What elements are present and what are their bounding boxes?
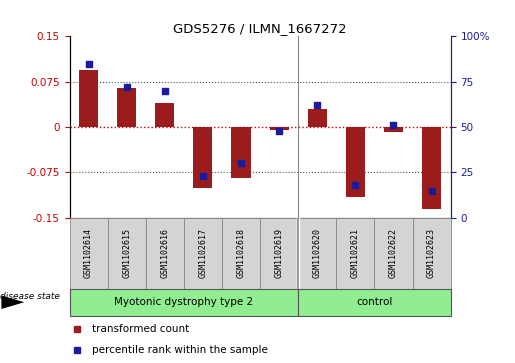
Bar [156, 103, 175, 127]
Bar [70, 289, 298, 316]
Bar [222, 218, 260, 289]
Bar [232, 127, 251, 179]
Bar [384, 127, 403, 132]
Bar [270, 127, 289, 130]
Text: control: control [356, 297, 392, 307]
Text: disease state: disease state [0, 292, 60, 301]
Bar [336, 218, 374, 289]
Text: GSM1102622: GSM1102622 [389, 228, 398, 278]
Text: GSM1102618: GSM1102618 [236, 228, 246, 278]
Bar [70, 218, 108, 289]
Point [351, 182, 359, 188]
Point [161, 88, 169, 94]
Text: GSM1102620: GSM1102620 [313, 228, 322, 278]
Bar [260, 218, 298, 289]
Point [237, 160, 245, 166]
Bar [194, 127, 213, 188]
Text: GSM1102621: GSM1102621 [351, 228, 360, 278]
Title: GDS5276 / ILMN_1667272: GDS5276 / ILMN_1667272 [173, 22, 347, 35]
Point [275, 128, 283, 134]
Bar [413, 218, 451, 289]
Point [123, 84, 131, 90]
Bar [146, 218, 184, 289]
Text: GSM1102616: GSM1102616 [160, 228, 169, 278]
Bar [117, 88, 136, 127]
Point [427, 188, 436, 193]
Text: GSM1102614: GSM1102614 [84, 228, 93, 278]
Bar [298, 218, 336, 289]
Text: transformed count: transformed count [92, 324, 190, 334]
Bar [346, 127, 365, 197]
Point [389, 122, 398, 128]
Polygon shape [2, 295, 24, 309]
Point [199, 173, 207, 179]
Point [313, 102, 321, 108]
Text: GSM1102623: GSM1102623 [427, 228, 436, 278]
Bar [422, 127, 441, 209]
Bar [79, 70, 98, 127]
Point [84, 61, 93, 66]
Bar [184, 218, 222, 289]
Text: GSM1102619: GSM1102619 [274, 228, 284, 278]
Bar [308, 109, 327, 127]
Text: Myotonic dystrophy type 2: Myotonic dystrophy type 2 [114, 297, 253, 307]
Bar [298, 289, 451, 316]
Text: GSM1102617: GSM1102617 [198, 228, 208, 278]
Bar [108, 218, 146, 289]
Text: GSM1102615: GSM1102615 [122, 228, 131, 278]
Text: percentile rank within the sample: percentile rank within the sample [92, 345, 268, 355]
Bar [374, 218, 413, 289]
